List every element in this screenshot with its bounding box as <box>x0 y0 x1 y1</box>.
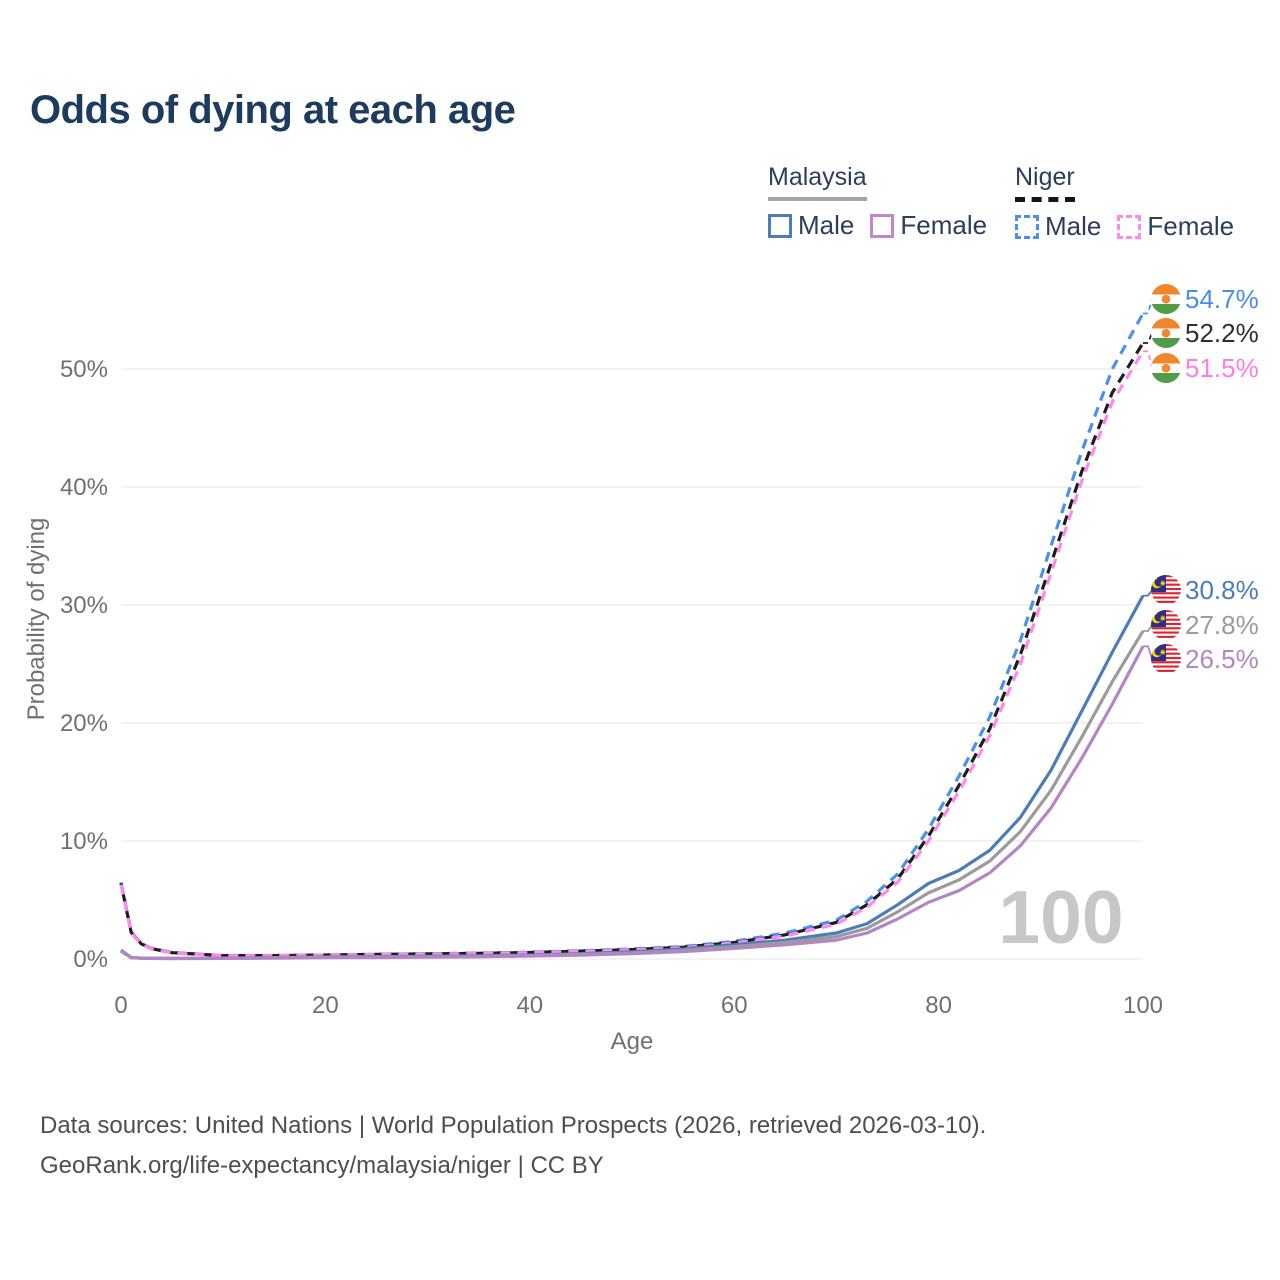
legend-title-niger[interactable]: Niger <box>1015 163 1075 202</box>
end-label-niger-male: 54.7% <box>1185 284 1259 314</box>
legend-label: Male <box>798 210 855 240</box>
y-tick-label-0: 0% <box>73 946 108 973</box>
legend-item-niger-male[interactable]: Male <box>1015 211 1101 242</box>
x-tick-label-40: 40 <box>516 992 543 1019</box>
malaysia-flag-icon <box>1151 575 1181 605</box>
end-label-malaysia-both-sexes: 27.8% <box>1185 610 1259 640</box>
legend-group-malaysia: Malaysia Male Female <box>768 163 987 241</box>
legend-label: Female <box>900 210 988 240</box>
series-line-niger-both-sexes[interactable] <box>119 342 1145 958</box>
footer-data-sources: Data sources: United Nations | World Pop… <box>40 1112 987 1139</box>
series-line-niger-female[interactable] <box>119 350 1145 958</box>
y-tick-label-40: 40% <box>60 474 108 501</box>
legend-item-malaysia-female[interactable]: Female <box>870 210 987 241</box>
malaysia-male-swatch-icon <box>768 213 792 238</box>
series-line-malaysia-male[interactable] <box>120 594 1145 961</box>
age-watermark: 100 <box>998 875 1123 959</box>
niger-male-swatch-icon <box>1015 214 1039 239</box>
y-tick-label-50: 50% <box>60 356 108 383</box>
x-tick-label-80: 80 <box>925 992 952 1019</box>
end-label-niger-female: 51.5% <box>1185 353 1259 383</box>
end-label-malaysia-male: 30.8% <box>1185 575 1259 605</box>
niger-female-swatch-icon <box>1117 214 1142 239</box>
niger-flag-icon <box>1151 284 1181 314</box>
malaysia-flag-icon <box>1151 644 1181 674</box>
legend-item-malaysia-male[interactable]: Male <box>768 210 854 241</box>
leader-line-niger-female <box>1143 350 1157 369</box>
malaysia-flag-icon <box>1151 610 1181 640</box>
y-tick-label-10: 10% <box>60 828 108 855</box>
footer: Data sources: United Nations | World Pop… <box>40 1106 986 1186</box>
niger-flag-icon <box>1151 353 1181 383</box>
x-tick-label-100: 100 <box>1123 992 1163 1019</box>
y-axis-title: Probability of dying <box>23 518 50 721</box>
series-line-malaysia-female[interactable] <box>120 645 1145 961</box>
x-tick-label-0: 0 <box>114 992 127 1019</box>
y-tick-label-30: 30% <box>60 592 108 619</box>
series-line-malaysia-both-sexes[interactable] <box>120 630 1145 961</box>
niger-flag-icon <box>1151 318 1181 348</box>
legend-group-niger: Niger Male Female <box>1015 163 1234 242</box>
malaysia-female-swatch-icon <box>870 213 895 238</box>
footer-attribution: GeoRank.org/life-expectancy/malaysia/nig… <box>40 1152 604 1179</box>
end-label-malaysia-female: 26.5% <box>1185 644 1259 674</box>
end-label-niger-both-sexes: 52.2% <box>1185 318 1259 348</box>
legend-title-malaysia[interactable]: Malaysia <box>768 163 867 201</box>
x-tick-label-60: 60 <box>721 992 748 1019</box>
x-axis-title: Age <box>611 1028 654 1055</box>
legend-label: Female <box>1147 211 1235 241</box>
x-tick-label-20: 20 <box>312 992 339 1019</box>
page-title: Odds of dying at each age <box>30 88 516 132</box>
legend-label: Male <box>1045 211 1102 241</box>
legend-item-niger-female[interactable]: Female <box>1117 211 1234 242</box>
y-tick-label-20: 20% <box>60 710 108 737</box>
